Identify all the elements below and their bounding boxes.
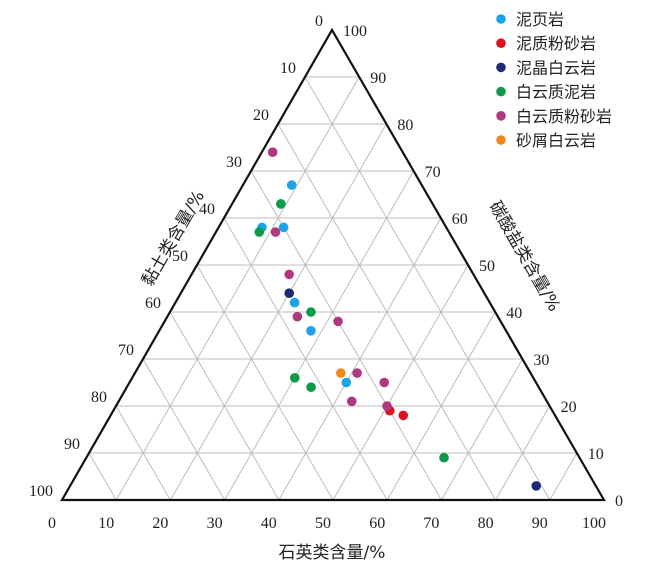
legend-marker [496,62,506,73]
data-point [292,311,303,322]
legend-label: 砂屑白云岩 [516,131,596,150]
left-tick-label: 10 [280,60,296,77]
left-tick-label: 80 [91,389,107,406]
right-tick-label: 30 [533,352,549,369]
data-point [341,377,352,388]
legend-marker [496,14,506,24]
data-point [306,382,316,393]
grid-line-clay [169,311,280,501]
legend-marker [496,111,506,121]
data-point [290,373,300,383]
bottom-tick-label: 10 [98,515,114,532]
right-tick-label: 40 [506,305,522,322]
legend-label: 白云质粉砂岩 [516,107,612,126]
data-point [289,297,300,308]
left-axis-ticks: 0 10 20 30 40 50 60 70 80 90 100 [29,13,323,500]
bottom-tick-label: 30 [207,515,223,532]
legend-label: 白云质泥岩 [516,83,596,102]
grid-line-quartz [440,358,523,501]
right-tick-label: 10 [588,446,604,463]
bottom-tick-label: 60 [369,515,385,532]
data-point [346,396,357,407]
right-tick-label: 90 [370,70,386,87]
right-axis-ticks: 0 10 20 30 40 50 60 70 80 90 100 [343,23,623,510]
grid-line-clay [250,170,442,501]
left-tick-label: 30 [226,154,242,171]
grid-line-clay [196,264,334,501]
grid-line-clay [115,405,171,501]
data-point [254,227,265,237]
right-tick-label: 0 [615,493,623,510]
left-tick-label: 70 [118,342,134,359]
data-point [286,180,297,190]
left-tick-label: 90 [64,436,80,453]
legend-label: 泥晶白云岩 [516,58,596,77]
bottom-tick-label: 100 [582,515,606,532]
ternary-frame [60,27,606,502]
left-tick-label: 20 [253,107,269,124]
grid-line-quartz [224,170,415,501]
left-tick-label: 0 [315,13,323,30]
data-point [306,307,316,317]
left-tick-label: 100 [29,483,53,500]
grid-line-clay [142,358,226,501]
bottom-tick-label: 40 [261,515,277,532]
bottom-tick-label: 0 [48,515,56,532]
right-tick-label: 50 [479,258,495,275]
legend-marker [496,38,506,48]
bottom-tick-label: 90 [532,515,548,532]
legend-marker [496,86,506,97]
left-tick-label: 40 [199,201,215,218]
data-point [531,481,542,491]
grid-line-clay [223,217,388,501]
left-tick-label: 50 [172,248,188,265]
left-tick-label: 60 [145,295,161,312]
data-point [333,316,343,327]
right-tick-label: 100 [343,23,367,40]
grid-lines [88,76,578,501]
data-point [336,368,346,378]
bottom-axis-ticks: 0 10 20 30 40 50 60 70 80 90 100 [48,515,606,532]
data-points [254,147,542,491]
data-point [382,401,392,411]
bottom-axis-title: 石英类含量/% [279,543,386,563]
legend-label: 泥页岩 [516,10,564,29]
data-point [379,377,390,388]
grid-line-clay [277,123,497,501]
data-point [398,410,409,421]
bottom-tick-label: 50 [315,515,331,532]
grid-line-clay [88,452,117,501]
bottom-tick-label: 80 [478,515,494,532]
data-point [306,326,316,336]
right-axis-title: 碳酸盐类含量/% [485,198,564,315]
data-point [284,269,294,280]
data-point [270,227,281,237]
right-tick-label: 70 [425,164,441,181]
bottom-tick-label: 20 [152,515,168,532]
grid-line-quartz [332,264,469,501]
left-axis-title: 黏土类含量/% [138,187,209,290]
legend-label: 泥质粉砂岩 [516,34,596,53]
legend-marker [496,135,506,145]
grid-line-quartz [549,452,578,501]
right-tick-label: 20 [561,399,577,416]
data-point [276,199,286,209]
bottom-tick-label: 70 [423,515,439,532]
data-point [278,222,289,233]
right-tick-label: 80 [397,117,413,134]
data-point [439,452,449,463]
data-point [352,368,362,378]
grid-line-quartz [115,76,360,501]
right-tick-label: 60 [452,211,468,228]
data-point [267,147,278,157]
grid-line-clay [304,76,551,501]
data-point [284,288,295,299]
